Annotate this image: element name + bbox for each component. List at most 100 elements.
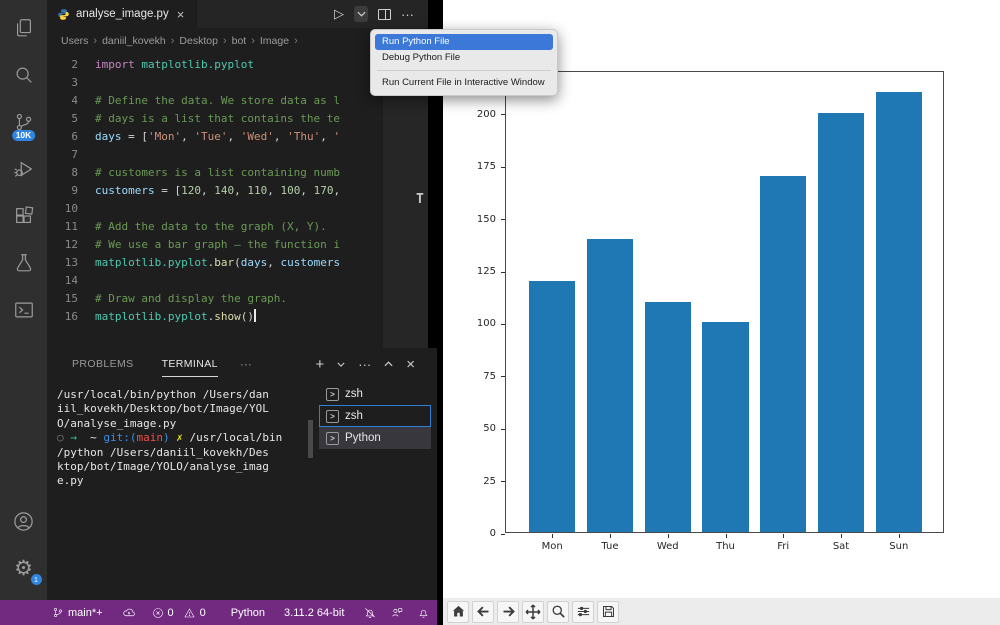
feedback-icon[interactable]: [390, 606, 404, 619]
code-line[interactable]: 3: [71, 76, 78, 89]
sync-status[interactable]: [122, 606, 136, 619]
save-button[interactable]: [597, 600, 619, 623]
menu-item-run-python-file[interactable]: Run Python File: [375, 34, 553, 50]
panel-more-actions-button[interactable]: ···: [358, 356, 372, 372]
error-icon: [152, 607, 163, 618]
terminal-instance-zsh-1[interactable]: > zsh: [319, 383, 431, 405]
scm-badge: 10K: [11, 130, 36, 141]
split-editor-button[interactable]: [378, 8, 391, 20]
code-line[interactable]: 5 # days is a list that contains the te: [71, 112, 341, 125]
y-tick-label: 75: [483, 370, 496, 382]
run-debug-icon[interactable]: [9, 154, 39, 184]
breadcrumb: Users › daniil_kovekh › Desktop › bot › Imag…: [47, 28, 428, 54]
bar-thu: [702, 322, 749, 532]
back-button[interactable]: [472, 600, 494, 623]
x-tick-label: Sat: [832, 541, 850, 552]
x-tick-label: Wed: [656, 541, 679, 552]
testing-icon[interactable]: [9, 248, 39, 278]
terminal-line: /usr/local/bin/python /Users/dan: [57, 388, 269, 401]
tab-terminal[interactable]: TERMINAL: [161, 358, 219, 377]
settings-gear-icon[interactable]: ⚙ 1: [9, 553, 42, 585]
pan-button[interactable]: [522, 600, 544, 623]
plot-area: Mon Tue Wed Thu Fri Sat Sun 0 25 50 75 100 125 150 175…: [477, 71, 944, 552]
minimap[interactable]: T: [383, 56, 428, 348]
forward-button[interactable]: [497, 600, 519, 623]
y-tick-label: 175: [476, 161, 496, 173]
account-icon[interactable]: [9, 506, 39, 536]
tab-problems[interactable]: PROBLEMS: [72, 358, 134, 370]
explorer-icon[interactable]: [9, 13, 39, 43]
matplotlib-toolbar: [443, 598, 1000, 625]
run-dropdown-button[interactable]: [354, 6, 368, 22]
terminal-instance-list: > zsh > zsh > Python: [319, 383, 431, 449]
code-line[interactable]: 11 # Add the data to the graph (X, Y).: [64, 220, 327, 233]
y-tick-mark: [501, 219, 505, 221]
y-tick-mark: [501, 428, 505, 430]
x-tick-label: Sun: [889, 541, 909, 552]
tab-analyse-image[interactable]: analyse_image.py ×: [47, 0, 198, 28]
bar-tue: [586, 238, 634, 532]
panel-tabs-more-icon[interactable]: ···: [239, 357, 252, 371]
editor-actions: ▷ ···: [334, 0, 414, 28]
terminal-scrollbar[interactable]: [308, 420, 313, 458]
breadcrumb-item[interactable]: daniil_kovekh: [102, 35, 166, 47]
breadcrumb-item[interactable]: Image: [259, 35, 290, 47]
run-file-button[interactable]: ▷: [334, 6, 344, 21]
configure-subplots-button[interactable]: [572, 600, 594, 623]
code-line[interactable]: 13 matplotlib.pyplot.bar(days, customers: [64, 256, 341, 269]
terminal-output[interactable]: /usr/local/bin/python /Users/dan iil_kove…: [57, 388, 313, 489]
terminal-instance-zsh-2[interactable]: > zsh: [319, 405, 431, 427]
git-branch-status[interactable]: main*+: [52, 606, 103, 619]
code-line[interactable]: 8 # customers is a list containing numb: [71, 166, 341, 179]
python-version[interactable]: 3.11.2 64-bit: [284, 606, 345, 619]
tab-close-icon[interactable]: ×: [176, 6, 185, 22]
cloud-upload-icon: [122, 608, 135, 617]
do-not-disturb-icon[interactable]: [363, 606, 377, 620]
code-line[interactable]: 2 import matplotlib.pyplot: [71, 58, 254, 71]
code-line[interactable]: 16 matplotlib.pyplot.show(): [64, 309, 256, 323]
notifications-bell-icon[interactable]: [417, 606, 430, 620]
code-line[interactable]: 7: [71, 148, 78, 161]
new-terminal-button[interactable]: +: [315, 355, 325, 373]
y-tick-mark: [501, 481, 505, 483]
editor-more-actions-button[interactable]: ···: [401, 6, 414, 22]
breadcrumb-item[interactable]: Users: [61, 35, 89, 47]
y-tick-label: 200: [476, 108, 496, 120]
source-control-icon[interactable]: 10K: [9, 107, 39, 141]
code-line[interactable]: 12 # We use a bar graph — the function i: [64, 238, 341, 251]
terminal-panel-icon[interactable]: [9, 295, 39, 325]
code-lines[interactable]: 2 import matplotlib.pyplot 3 4 # Define the …: [47, 56, 383, 348]
home-button[interactable]: [447, 600, 469, 623]
maximize-panel-icon[interactable]: [384, 361, 393, 367]
settings-badge: 1: [30, 574, 42, 585]
x-tick-mark: [898, 534, 900, 538]
zoom-button[interactable]: [547, 600, 569, 623]
breadcrumb-item[interactable]: Desktop: [179, 35, 218, 47]
code-line[interactable]: 4 # Define the data. We store data as l: [71, 94, 341, 107]
extensions-icon[interactable]: [9, 201, 39, 231]
code-line[interactable]: 6 days = ['Mon', 'Tue', 'Wed', 'Thu', ': [71, 130, 341, 143]
breadcrumb-separator-icon: ›: [294, 35, 298, 47]
code-line[interactable]: 9 customers = [120, 140, 110, 100, 170,: [71, 184, 341, 197]
language-mode[interactable]: Python: [230, 606, 266, 619]
close-panel-icon[interactable]: ×: [406, 355, 415, 373]
code-line[interactable]: 14: [64, 274, 78, 287]
problems-status[interactable]: 0 0: [152, 607, 206, 619]
terminal-instance-python[interactable]: > Python: [319, 427, 431, 449]
code-line[interactable]: 15 # Draw and display the graph.: [64, 292, 288, 305]
x-tick-mark: [552, 534, 554, 538]
breadcrumb-separator-icon: ›: [170, 35, 175, 47]
editor-group: analyse_image.py × ▷ ··· Users › daniil_k…: [47, 0, 437, 348]
code-line[interactable]: 10: [64, 202, 78, 215]
python-file-icon: [58, 8, 69, 20]
breadcrumb-item[interactable]: bot: [231, 35, 247, 47]
search-icon[interactable]: [9, 60, 39, 90]
y-tick-mark: [501, 114, 505, 116]
x-tick-mark: [725, 534, 727, 538]
terminal-dropdown-icon[interactable]: [337, 362, 345, 367]
menu-item-debug-python-file[interactable]: Debug Python File: [382, 52, 461, 63]
bar-sun: [875, 92, 922, 532]
split-editor-icon: [378, 8, 391, 20]
tab-bar: analyse_image.py × ▷ ···: [47, 0, 428, 28]
menu-item-run-interactive[interactable]: Run Current File in Interactive Window: [382, 77, 545, 88]
